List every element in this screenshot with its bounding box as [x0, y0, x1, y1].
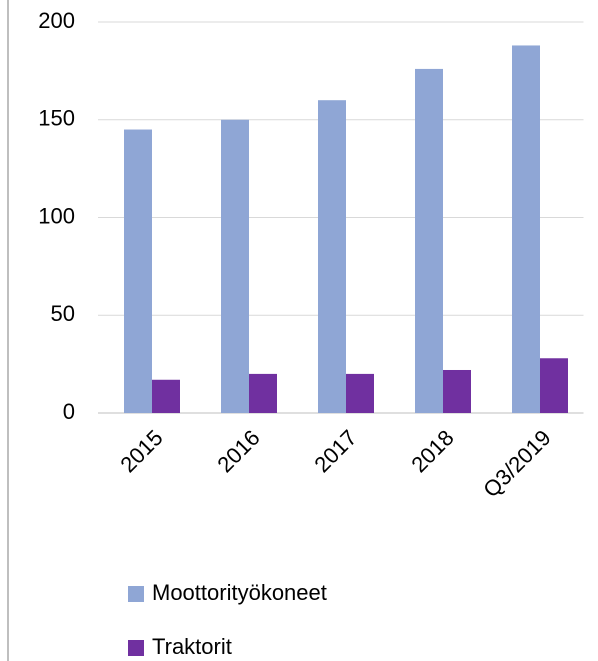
y-tick-label: 150 — [38, 106, 75, 131]
bar — [221, 119, 249, 413]
bar — [124, 129, 152, 413]
y-tick-label: 50 — [51, 301, 75, 326]
bar — [318, 100, 346, 413]
y-tick-label: 100 — [38, 203, 75, 228]
y-tick-label: 0 — [63, 399, 75, 424]
legend-swatch — [128, 640, 144, 656]
legend-label: Moottorityökoneet — [152, 580, 327, 605]
y-tick-label: 200 — [38, 8, 75, 33]
bar — [443, 369, 471, 413]
x-tick-label: Q3/2019 — [478, 425, 555, 502]
bar — [249, 373, 277, 413]
bar — [346, 373, 374, 413]
bar — [152, 379, 180, 413]
bar — [512, 45, 540, 414]
bar — [540, 358, 568, 413]
x-tick-label: 2016 — [212, 425, 264, 477]
legend-swatch — [128, 586, 144, 602]
x-tick-label: 2018 — [406, 425, 458, 477]
legend-label: Traktorit — [152, 634, 232, 659]
bar — [415, 68, 443, 414]
x-tick-label: 2017 — [309, 425, 361, 477]
x-tick-label: 2015 — [115, 425, 167, 477]
